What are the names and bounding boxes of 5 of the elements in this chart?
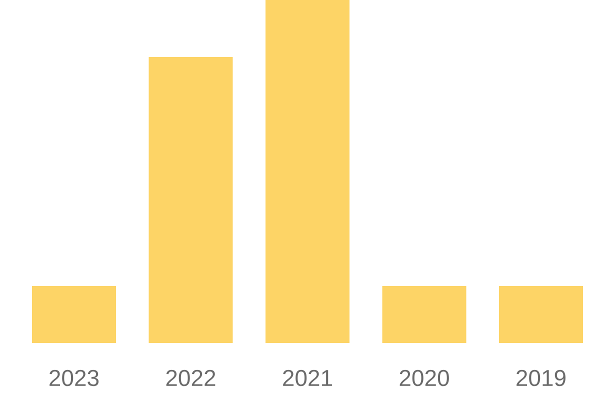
x-tick-label: 2022 — [166, 370, 216, 386]
x-tick-label: 2023 — [50, 370, 99, 386]
x-tick-label: 2020 — [400, 370, 449, 386]
x-tick-label: 2021 — [283, 370, 332, 386]
x-tick-label: 2019 — [516, 370, 566, 386]
